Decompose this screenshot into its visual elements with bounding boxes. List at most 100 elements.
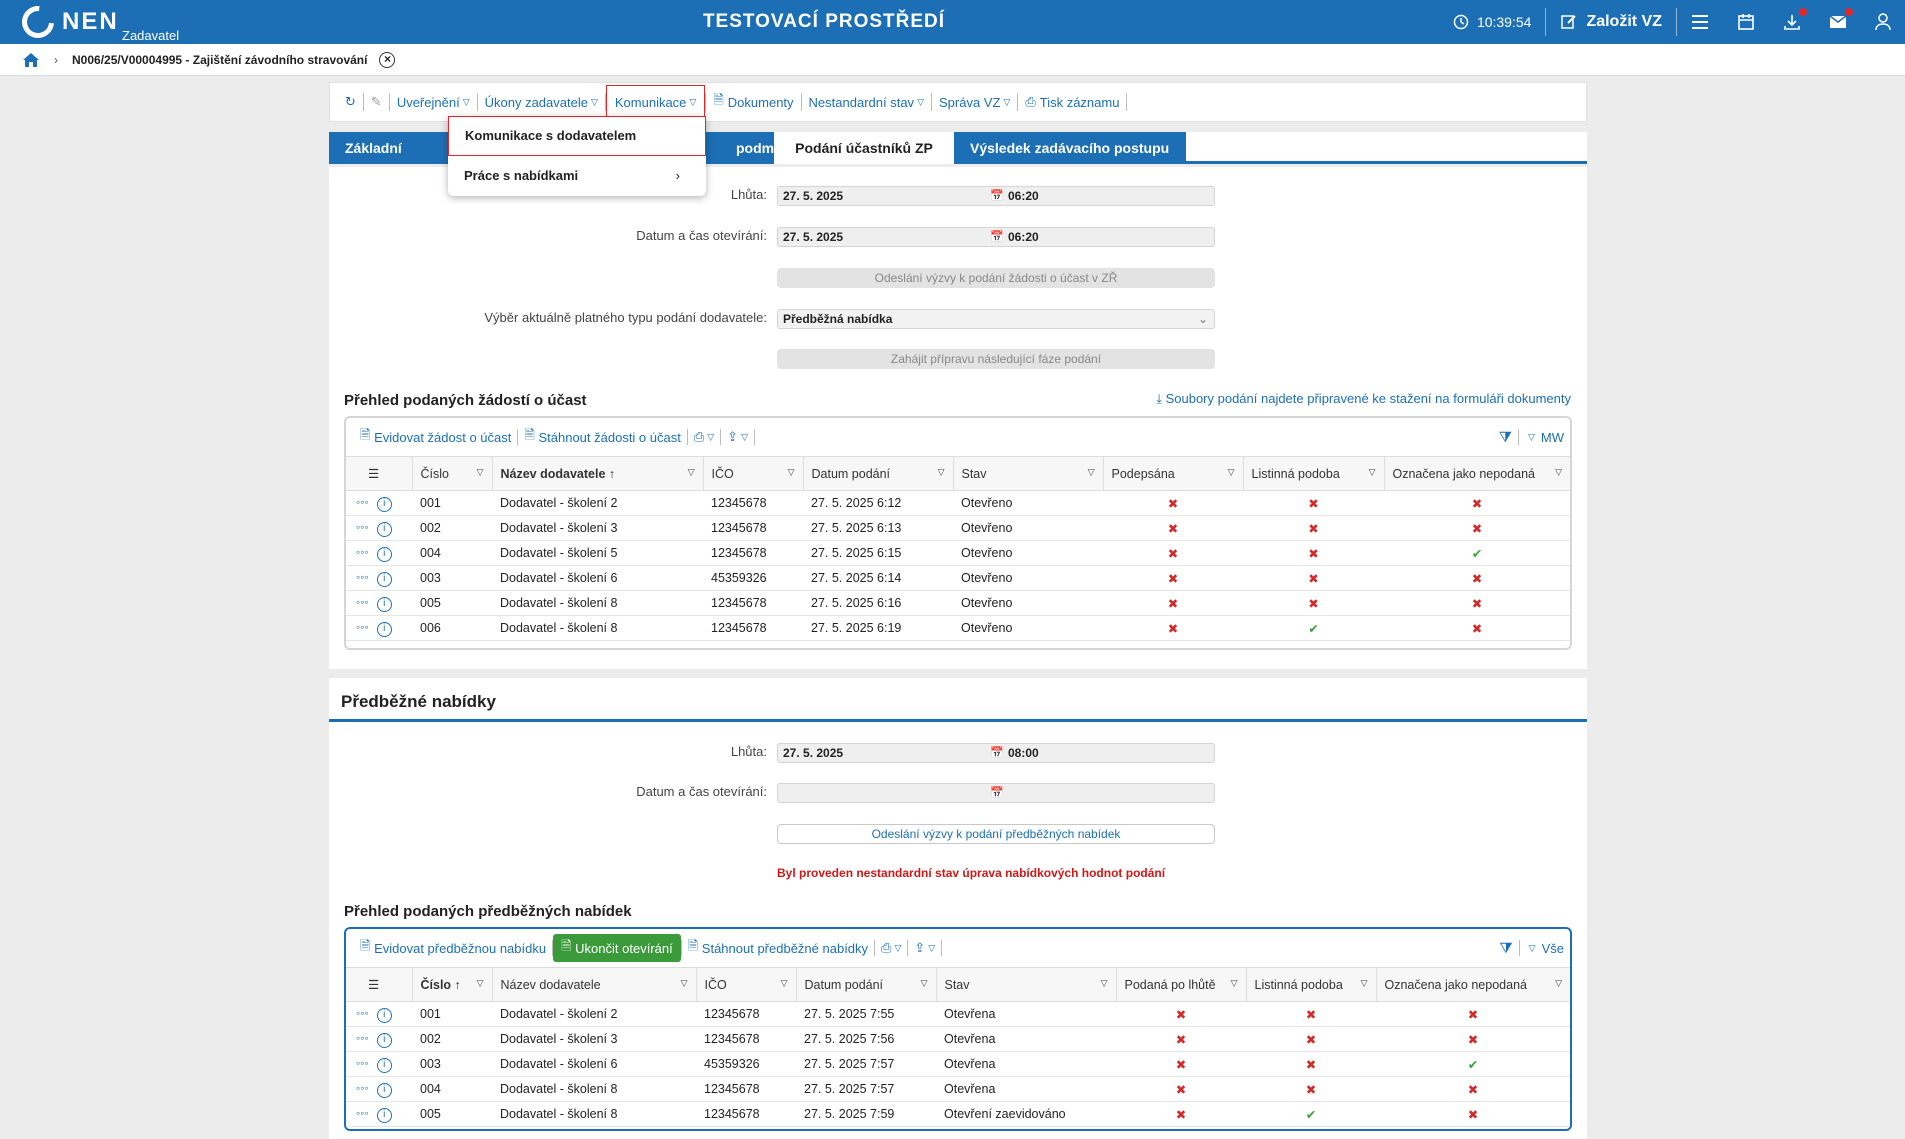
user-button[interactable] <box>1861 0 1905 44</box>
info-icon[interactable]: i <box>376 1082 392 1098</box>
messages-button[interactable] <box>1815 0 1861 44</box>
info-icon[interactable]: i <box>376 496 392 512</box>
invite-request-button[interactable]: Odeslání výzvy k podání žádosti o účast … <box>777 268 1215 288</box>
calendar-button[interactable] <box>1723 0 1769 44</box>
files-link[interactable]: ⤓ Soubory podání najdete připravené ke s… <box>1156 391 1571 406</box>
menu-sprava-vz[interactable]: Správa VZ ▽ <box>938 94 1011 110</box>
more-actions-icon[interactable]: ◦◦◦ <box>356 594 369 609</box>
refresh-icon[interactable]: ↻ <box>345 94 356 109</box>
info-icon[interactable]: i <box>376 1057 392 1073</box>
pencil-icon[interactable]: ✎ <box>370 94 382 109</box>
info-icon[interactable]: i <box>376 1107 392 1123</box>
invite-preliminary-button[interactable]: Odeslání výzvy k podání předběžných nabí… <box>777 824 1215 844</box>
more-actions-icon[interactable]: ◦◦◦ <box>356 1105 369 1120</box>
column-settings-icon[interactable]: ☰ <box>346 967 413 1002</box>
menu-item-komunikace-s-dodavatelem[interactable]: Komunikace s dodavatelem <box>448 116 706 156</box>
col-nepodana[interactable]: Označena jako nepodaná ▽ <box>1384 456 1570 491</box>
menu-item-prace-s-nabidkami[interactable]: Práce s nabídkami › <box>448 156 706 196</box>
home-icon[interactable] <box>22 52 40 68</box>
export-menu-button[interactable]: ⇪ ▽ <box>914 940 936 955</box>
view-selector[interactable]: MW <box>1540 429 1564 445</box>
more-actions-icon[interactable]: ◦◦◦ <box>356 619 369 634</box>
col-nazev[interactable]: Název dodavatele ▽ <box>492 967 697 1002</box>
col-ico[interactable]: IČO ▽ <box>703 456 804 491</box>
tab-podani-ucastniku[interactable]: Podání účastníků ZP <box>774 132 954 164</box>
calendar-icon[interactable]: 📅 <box>990 231 1004 243</box>
view-selector[interactable]: Vše <box>1541 940 1564 956</box>
menu-tisk-zaznamu[interactable]: ⎙ Tisk záznamu <box>1025 94 1120 110</box>
type-select[interactable]: Předběžná nabídka ⌄ <box>777 309 1215 329</box>
filter-icon[interactable]: ⧩ <box>1498 428 1512 446</box>
info-icon[interactable]: i <box>376 621 392 637</box>
col-listinna[interactable]: Listinná podoba ▽ <box>1243 456 1385 491</box>
calendar-icon[interactable]: 📅 <box>990 190 1004 202</box>
menu-dokumenty[interactable]: 🗎 Dokumenty <box>706 91 800 113</box>
info-icon[interactable]: i <box>376 1007 392 1023</box>
col-nazev[interactable]: Název dodavatele ↑ ▽ <box>492 456 704 491</box>
create-vz-button[interactable]: Založit VZ <box>1546 0 1676 44</box>
col-podepsana[interactable]: Podepsána ▽ <box>1103 456 1244 491</box>
table-row[interactable]: ◦◦◦ i 005 Dodavatel - školení 8 12345678 27. … <box>346 590 1570 616</box>
downloads-button[interactable] <box>1769 0 1815 44</box>
export-menu-button[interactable]: ⇪ ▽ <box>727 429 748 444</box>
col-cislo[interactable]: Číslo ↑ ▽ <box>412 967 493 1002</box>
more-actions-icon[interactable]: ◦◦◦ <box>356 494 369 509</box>
col-stav[interactable]: Stav ▽ <box>953 456 1104 491</box>
menu-nestandardni-stav[interactable]: Nestandardní stav ▽ <box>808 94 924 110</box>
col-cislo[interactable]: Číslo ▽ <box>412 456 493 491</box>
col-datum[interactable]: Datum podání ▽ <box>796 967 937 1002</box>
menu-uverejneni[interactable]: Uveřejnění ▽ <box>396 94 470 110</box>
table-row[interactable]: ◦◦◦ i 005 Dodavatel - školení 8 12345678 27. … <box>346 1101 1570 1127</box>
view-caret-icon[interactable]: ▽ <box>1527 431 1535 442</box>
table-row[interactable]: ◦◦◦ i 002 Dodavatel - školení 3 12345678 27. … <box>346 515 1570 541</box>
open-datetime-field[interactable]: 27. 5. 2025 📅 06:20 <box>777 227 1215 247</box>
more-actions-icon[interactable]: ◦◦◦ <box>356 1055 369 1070</box>
view-caret-icon[interactable]: ▽ <box>1528 942 1536 953</box>
col-po-lhute[interactable]: Podaná po lhůtě ▽ <box>1116 967 1247 1002</box>
more-actions-icon[interactable]: ◦◦◦ <box>356 519 369 534</box>
lhuta-field[interactable]: 27. 5. 2025 📅 08:00 <box>777 743 1215 763</box>
info-icon[interactable]: i <box>376 571 392 587</box>
more-actions-icon[interactable]: ◦◦◦ <box>356 1005 369 1020</box>
main-menu-button[interactable] <box>1677 0 1723 44</box>
table-row[interactable]: ◦◦◦ i 003 Dodavatel - školení 6 45359326 27. … <box>346 1051 1570 1077</box>
print-menu-button[interactable]: ⎙ ▽ <box>881 940 902 955</box>
more-actions-icon[interactable]: ◦◦◦ <box>356 1030 369 1045</box>
evidovat-nabidku-button[interactable]: 🗎 Evidovat předběžnou nabídku <box>360 938 547 956</box>
menu-ukony-zadavatele[interactable]: Úkony zadavatele ▽ <box>484 94 598 110</box>
filter-icon[interactable]: ⧩ <box>1499 939 1513 957</box>
more-actions-icon[interactable]: ◦◦◦ <box>356 569 369 584</box>
table-row[interactable]: ◦◦◦ i 001 Dodavatel - školení 2 12345678 27. … <box>346 490 1570 516</box>
table-row[interactable]: ◦◦◦ i 004 Dodavatel - školení 5 12345678 27. … <box>346 540 1570 566</box>
start-next-phase-button[interactable]: Zahájit přípravu následující fáze podání <box>777 349 1215 369</box>
nen-logo[interactable]: NEN <box>15 0 119 45</box>
table-row[interactable]: ◦◦◦ i 002 Dodavatel - školení 3 12345678 27. … <box>346 1026 1570 1052</box>
col-nepodana[interactable]: Označena jako nepodaná ▽ <box>1376 967 1570 1002</box>
menu-komunikace[interactable]: Komunikace ▽ <box>605 85 706 119</box>
info-icon[interactable]: i <box>376 521 392 537</box>
tab-vysledek[interactable]: Výsledek zadávacího postupu <box>954 132 1186 164</box>
calendar-icon[interactable]: 📅 <box>990 787 1004 799</box>
table-row[interactable]: ◦◦◦ i 004 Dodavatel - školení 8 12345678 27. … <box>346 1076 1570 1102</box>
table-row[interactable]: ◦◦◦ i 003 Dodavatel - školení 6 45359326 27. … <box>346 565 1570 591</box>
close-icon[interactable]: × <box>379 51 396 68</box>
tab-zakladni-udaje[interactable]: Základní údaje <box>329 132 449 188</box>
info-icon[interactable]: i <box>376 546 392 562</box>
more-actions-icon[interactable]: ◦◦◦ <box>356 1080 369 1095</box>
stahnout-zadosti-button[interactable]: 🗎 Stáhnout žádosti o účast <box>524 427 681 445</box>
evidovat-zadost-button[interactable]: 🗎 Evidovat žádost o účast <box>360 427 512 445</box>
print-menu-button[interactable]: ⎙ ▽ <box>693 429 715 444</box>
lhuta-field[interactable]: 27. 5. 2025 📅 06:20 <box>777 186 1215 206</box>
col-stav[interactable]: Stav ▽ <box>936 967 1117 1002</box>
col-listinna[interactable]: Listinná podoba ▽ <box>1246 967 1377 1002</box>
calendar-icon[interactable]: 📅 <box>990 747 1004 759</box>
col-ico[interactable]: IČO ▽ <box>696 967 797 1002</box>
info-icon[interactable]: i <box>376 596 392 612</box>
ukoncit-otevirani-button[interactable]: 🗎 Ukončit otevírání <box>553 934 681 962</box>
more-actions-icon[interactable]: ◦◦◦ <box>356 544 369 559</box>
breadcrumb-item[interactable]: N006/25/V00004995 - Zajištění závodního … <box>72 52 368 67</box>
column-settings-icon[interactable]: ☰ <box>346 456 413 491</box>
col-datum[interactable]: Datum podání ▽ <box>803 456 954 491</box>
table-row[interactable]: ◦◦◦ i 006 Dodavatel - školení 8 12345678 27. … <box>346 615 1570 641</box>
info-icon[interactable]: i <box>376 1032 392 1048</box>
